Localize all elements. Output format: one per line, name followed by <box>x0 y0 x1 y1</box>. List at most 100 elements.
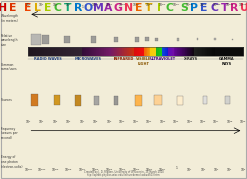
Text: $10^{1}$: $10^{1}$ <box>186 166 193 174</box>
Bar <box>66 47 67 56</box>
Bar <box>51 47 52 56</box>
Bar <box>172 47 173 56</box>
Bar <box>43 47 44 56</box>
Bar <box>85 47 86 56</box>
Bar <box>30 47 31 56</box>
Bar <box>227 47 228 56</box>
Bar <box>63 47 64 56</box>
Bar <box>160 47 161 56</box>
Bar <box>232 47 233 56</box>
Bar <box>79 47 80 56</box>
Bar <box>227 47 228 56</box>
Bar <box>74 47 75 56</box>
Text: $10^{17}$: $10^{17}$ <box>212 118 221 126</box>
Bar <box>60 47 61 56</box>
Bar <box>148 47 149 56</box>
Bar <box>83 47 84 56</box>
Bar <box>114 37 118 42</box>
Bar <box>210 47 211 56</box>
Bar <box>208 47 209 56</box>
Bar <box>177 38 179 41</box>
Bar <box>58 47 59 56</box>
Bar <box>181 47 182 56</box>
Bar <box>162 47 163 56</box>
Bar <box>76 47 77 56</box>
Bar <box>64 36 70 43</box>
Bar <box>114 47 115 56</box>
Bar <box>110 47 111 56</box>
Text: $10^{4}$: $10^{4}$ <box>25 1 32 9</box>
Text: $10^{-1}$: $10^{-1}$ <box>91 1 100 9</box>
Bar <box>59 47 60 56</box>
Bar <box>153 47 154 56</box>
Bar <box>194 47 195 56</box>
Bar <box>42 35 49 44</box>
Bar <box>223 47 224 56</box>
Bar <box>91 47 92 56</box>
Text: INFRARED: INFRARED <box>114 57 134 61</box>
Bar <box>137 47 138 56</box>
Bar <box>105 47 106 56</box>
Bar <box>33 47 34 56</box>
Bar <box>136 47 137 56</box>
Bar <box>82 47 83 56</box>
Text: $10^{15}$: $10^{15}$ <box>185 118 194 126</box>
Text: $10^{16}$: $10^{16}$ <box>199 118 207 126</box>
Bar <box>170 47 171 56</box>
Bar <box>121 47 122 56</box>
Bar <box>139 47 140 56</box>
Bar <box>91 47 92 56</box>
Bar <box>199 47 200 56</box>
Text: $10^{9}$: $10^{9}$ <box>105 118 112 126</box>
Bar <box>165 47 166 56</box>
Bar <box>202 47 203 56</box>
Bar <box>71 47 72 56</box>
Bar <box>207 47 208 56</box>
Bar <box>126 47 127 56</box>
Bar <box>108 47 109 56</box>
Bar <box>115 47 116 56</box>
Bar <box>132 47 133 56</box>
Bar <box>162 47 163 56</box>
Bar <box>176 47 177 56</box>
Bar <box>215 47 216 56</box>
Bar <box>114 47 115 56</box>
Bar <box>130 47 131 56</box>
Text: $10^{-6}$: $10^{-6}$ <box>159 1 167 9</box>
Bar <box>28 47 243 56</box>
Bar <box>119 47 120 56</box>
Text: $10^{3}$: $10^{3}$ <box>39 1 45 9</box>
Bar <box>49 47 50 56</box>
Text: VISIBLE
LIGHT: VISIBLE LIGHT <box>136 57 152 66</box>
Text: ULTRAVIOLET: ULTRAVIOLET <box>149 57 176 61</box>
Bar <box>240 47 241 56</box>
Text: E: E <box>200 3 208 13</box>
Bar <box>185 47 186 56</box>
Bar <box>201 47 202 56</box>
Bar <box>101 47 102 56</box>
Bar <box>173 47 174 56</box>
Bar <box>89 47 90 56</box>
Bar <box>109 47 110 56</box>
Bar <box>61 47 62 56</box>
Bar <box>180 47 181 56</box>
Bar <box>125 47 126 56</box>
Bar <box>78 47 79 56</box>
Bar <box>225 47 226 56</box>
Bar <box>131 47 132 56</box>
Bar <box>178 47 179 56</box>
Bar <box>146 47 147 56</box>
Bar <box>197 47 198 56</box>
Bar <box>48 47 49 56</box>
Bar <box>36 47 37 56</box>
Bar <box>104 47 105 56</box>
Bar <box>54 47 55 56</box>
Bar <box>225 47 226 56</box>
Bar <box>135 37 139 42</box>
Bar <box>154 95 162 105</box>
Bar <box>161 47 162 56</box>
Bar <box>232 39 233 40</box>
Text: C: C <box>54 3 62 13</box>
Text: Common
name/uses: Common name/uses <box>1 63 17 71</box>
Text: Created by J. D. Rigden, University of Wisconsin, 15 March 2000: Created by J. D. Rigden, University of W… <box>84 170 163 174</box>
